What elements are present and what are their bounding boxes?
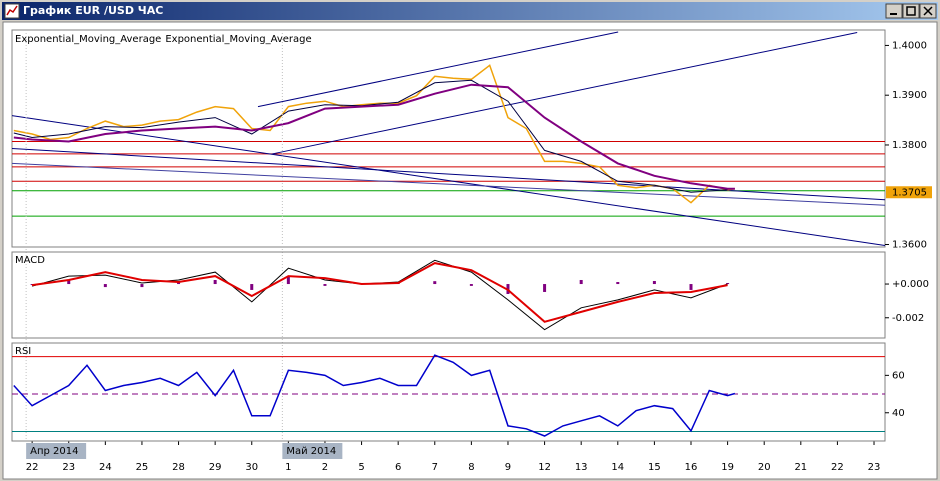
histogram-bar xyxy=(689,284,693,290)
y-tick-label: 1.3800 xyxy=(892,140,927,151)
histogram-bar xyxy=(286,276,290,285)
month-box xyxy=(282,443,343,459)
month-box xyxy=(26,443,87,459)
histogram-bar xyxy=(213,279,217,285)
x-tick-label: 21 xyxy=(794,462,807,473)
x-tick-label: 14 xyxy=(611,462,624,473)
month-label: Апр 2014 xyxy=(30,446,78,457)
x-tick-label: 1 xyxy=(285,462,291,473)
series-line xyxy=(31,262,728,323)
x-tick-label: 22 xyxy=(831,462,844,473)
histogram-bar xyxy=(140,284,144,288)
x-tick-label: 5 xyxy=(358,462,364,473)
histogram-bar xyxy=(543,284,547,292)
histogram-bar xyxy=(177,282,181,285)
month-label: Май 2014 xyxy=(286,446,336,457)
trend-line xyxy=(11,147,886,201)
x-tick-label: 6 xyxy=(395,462,401,473)
x-tick-label: 24 xyxy=(99,462,112,473)
x-tick-label: 9 xyxy=(505,462,511,473)
x-tick-label: 2 xyxy=(322,462,328,473)
x-tick-label: 20 xyxy=(758,462,771,473)
panel-border xyxy=(11,251,886,339)
trend-line xyxy=(11,162,886,206)
x-tick-label: 29 xyxy=(209,462,222,473)
panel-border xyxy=(11,342,886,442)
x-tick-label: 12 xyxy=(538,462,551,473)
y-tick-label: 1.3900 xyxy=(892,90,927,101)
chart-area xyxy=(2,21,938,480)
y-tick-label: 40 xyxy=(892,408,905,419)
panel-border xyxy=(11,29,886,248)
histogram-bar xyxy=(616,282,620,285)
trend-line xyxy=(11,115,886,247)
close-button[interactable] xyxy=(919,3,937,19)
y-tick-label: 60 xyxy=(892,370,905,381)
restore-button[interactable] xyxy=(902,3,920,19)
x-tick-label: 15 xyxy=(648,462,661,473)
legend-entry: Exponential_Moving_Average xyxy=(15,34,161,45)
y-tick-label: +0.000 xyxy=(892,279,929,290)
current-price-box xyxy=(886,186,932,199)
series-line xyxy=(13,354,736,437)
panel-title: RSI xyxy=(15,346,31,357)
minimize-button[interactable] xyxy=(885,3,903,19)
x-tick-label: 13 xyxy=(575,462,588,473)
histogram-bar xyxy=(67,280,71,285)
histogram-bar xyxy=(469,284,473,286)
x-tick-label: 8 xyxy=(468,462,474,473)
y-tick-label: 1.3600 xyxy=(892,240,927,251)
histogram-bar xyxy=(433,281,437,285)
histogram-bar xyxy=(726,283,730,285)
current-price-label: 1.3705 xyxy=(892,187,927,198)
histogram-bar xyxy=(103,284,107,288)
window-title: График EUR /USD ЧАС xyxy=(23,4,163,17)
x-tick-label: 23 xyxy=(868,462,881,473)
x-tick-label: 16 xyxy=(685,462,698,473)
x-tick-label: 23 xyxy=(62,462,75,473)
x-tick-label: 19 xyxy=(721,462,734,473)
y-tick-label: -0.002 xyxy=(892,313,924,324)
title-bar xyxy=(2,2,938,20)
x-tick-label: 30 xyxy=(245,462,258,473)
histogram-bar xyxy=(579,279,583,285)
y-tick-label: 1.4000 xyxy=(892,40,927,51)
trend-line xyxy=(257,31,619,108)
series-line xyxy=(13,83,735,190)
legend-entry: Exponential_Moving_Average xyxy=(165,34,311,45)
x-tick-label: 22 xyxy=(26,462,39,473)
window-icon xyxy=(4,3,20,19)
x-tick-label: 28 xyxy=(172,462,185,473)
x-tick-label: 25 xyxy=(136,462,149,473)
histogram-bar xyxy=(323,284,327,286)
histogram-bar xyxy=(250,284,254,290)
trend-line xyxy=(272,31,858,155)
x-tick-label: 7 xyxy=(432,462,438,473)
panel-title: MACD xyxy=(15,255,45,266)
series-line xyxy=(13,64,736,204)
histogram-bar xyxy=(652,281,656,285)
